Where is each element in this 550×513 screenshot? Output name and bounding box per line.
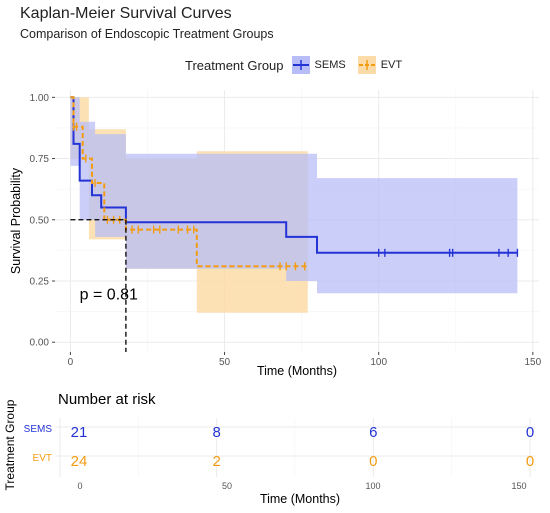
risk-table: Number at risk SEMS 21 8 6 0 EVT 24 2 0 0 0 50 100 150… <box>3 391 535 506</box>
axes: p = 0.81 0.00 0.25 0.50 0.75 1.00 0 50 100 150 Tim… <box>9 93 542 378</box>
legend-title: Treatment Group <box>185 57 284 73</box>
risk-y-axis-label: Treatment Group <box>3 399 17 490</box>
survival-line-evt <box>70 96 308 268</box>
risk-count-evt: 0 <box>526 453 534 470</box>
legend-key-evt <box>357 56 376 74</box>
risk-count-sems: 8 <box>212 424 220 441</box>
x-tick-label: 100 <box>370 357 387 368</box>
y-tick-label: 0.00 <box>30 338 50 349</box>
p-value-annotation: p = 0.81 <box>80 286 138 303</box>
risk-x-tick-label: 50 <box>222 481 232 491</box>
y-tick-label: 1.00 <box>30 93 50 104</box>
risk-row-label-sems: SEMS <box>24 424 53 435</box>
risk-count-evt: 24 <box>71 453 88 470</box>
risk-count-evt: 2 <box>212 453 220 470</box>
y-tick-label: 0.25 <box>30 276 50 287</box>
chart-subtitle: Comparison of Endoscopic Treatment Group… <box>20 27 274 41</box>
risk-count-evt: 0 <box>369 453 377 470</box>
x-axis-label: Time (Months) <box>257 364 337 378</box>
risk-count-sems: 6 <box>369 424 377 441</box>
confidence-band-sems <box>70 97 518 294</box>
y-axis-label: Survival Probability <box>9 167 23 274</box>
legend-label-evt: EVT <box>380 59 403 71</box>
risk-count-sems: 0 <box>526 424 534 441</box>
risk-table-title: Number at risk <box>58 391 156 408</box>
risk-x-tick-label: 0 <box>77 481 82 491</box>
risk-row-label-evt: EVT <box>33 453 52 464</box>
x-tick-label: 0 <box>68 357 74 368</box>
legend-label-sems: SEMS <box>314 59 346 71</box>
survival-lines <box>70 96 519 271</box>
survival-line-sems <box>70 96 518 254</box>
confidence-bands <box>70 97 518 313</box>
y-tick-label: 0.75 <box>30 154 50 165</box>
risk-x-tick-label: 100 <box>365 481 380 491</box>
chart-title: Kaplan-Meier Survival Curves <box>20 5 232 22</box>
y-tick-label: 0.50 <box>30 215 50 226</box>
x-tick-label: 150 <box>524 357 541 368</box>
median-lines <box>70 219 127 352</box>
risk-x-tick-label: 150 <box>511 481 526 491</box>
risk-x-axis-label: Time (Months) <box>260 492 340 506</box>
x-tick-label: 50 <box>219 357 231 368</box>
risk-count-sems: 21 <box>71 424 88 441</box>
legend-key-sems <box>291 56 310 74</box>
legend: Treatment Group SEMS EVT <box>185 56 414 74</box>
